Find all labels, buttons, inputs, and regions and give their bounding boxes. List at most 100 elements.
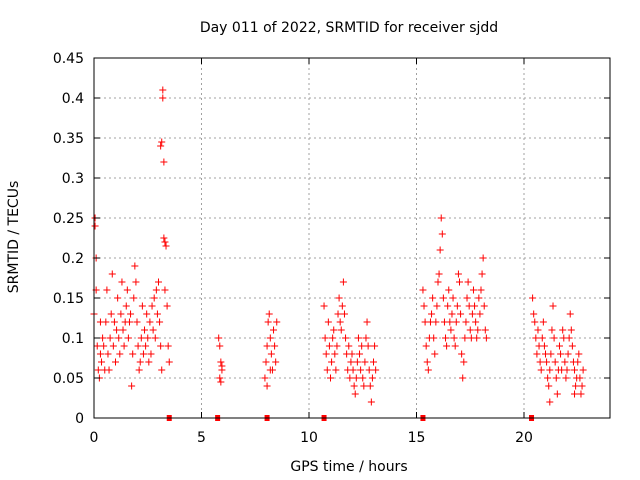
- data-point: [546, 366, 554, 374]
- data-point: [572, 382, 580, 390]
- data-point: [576, 374, 584, 382]
- data-point: [91, 222, 99, 230]
- data-point: [330, 326, 338, 334]
- x-axis-label: GPS time / hours: [290, 459, 407, 475]
- data-point: [130, 294, 138, 302]
- data-point: [162, 242, 170, 250]
- data-point: [370, 358, 377, 366]
- y-tick-label: 0.25: [53, 211, 84, 227]
- data-point: [125, 318, 133, 326]
- data-point: [449, 294, 457, 302]
- data-point: [135, 366, 143, 374]
- data-point: [264, 318, 272, 326]
- data-point: [322, 350, 330, 358]
- data-point: [353, 358, 361, 366]
- data-point: [459, 374, 467, 382]
- data-point: [423, 358, 431, 366]
- data-point: [161, 286, 169, 294]
- data-point: [552, 374, 560, 382]
- data-point: [477, 286, 485, 294]
- data-point: [548, 326, 556, 334]
- data-point: [566, 310, 574, 318]
- data-point: [471, 302, 479, 310]
- data-point: [321, 334, 329, 342]
- data-point: [114, 294, 122, 302]
- data-point: [110, 318, 118, 326]
- data-point: [549, 302, 557, 310]
- data-point: [93, 342, 101, 350]
- data-point: [138, 302, 146, 310]
- data-point: [429, 294, 437, 302]
- data-point: [356, 350, 364, 358]
- data-point: [324, 318, 332, 326]
- y-tick-label: 0.15: [53, 291, 84, 307]
- data-point: [112, 358, 119, 366]
- data-point: [575, 350, 583, 358]
- data-point: [366, 382, 374, 390]
- data-point: [270, 326, 278, 334]
- data-point: [216, 342, 224, 350]
- data-point: [348, 350, 356, 358]
- data-point: [532, 334, 540, 342]
- data-point: [129, 350, 137, 358]
- y-tick-label: 0.35: [53, 131, 84, 147]
- data-point: [119, 326, 127, 334]
- data-point: [160, 158, 168, 166]
- data-point: [428, 310, 436, 318]
- data-point: [360, 382, 368, 390]
- data-point: [456, 278, 463, 286]
- data-point: [482, 334, 490, 342]
- x-tick-label: 15: [408, 430, 426, 446]
- axis-ticks: [93, 57, 610, 419]
- data-point: [141, 326, 149, 334]
- data-point: [372, 366, 380, 374]
- data-point: [557, 350, 565, 358]
- data-point: [146, 318, 154, 326]
- data-point: [337, 326, 345, 334]
- data-point: [451, 342, 459, 350]
- data-point: [462, 318, 470, 326]
- data-point: [266, 366, 274, 374]
- data-point: [160, 234, 168, 242]
- data-point: [544, 374, 552, 382]
- data-point: [329, 334, 337, 342]
- data-point: [108, 270, 116, 278]
- data-point: [434, 278, 442, 286]
- data-point: [545, 382, 553, 390]
- data-point: [131, 262, 139, 270]
- data-point: [457, 310, 465, 318]
- data-point: [102, 318, 110, 326]
- data-point: [564, 350, 572, 358]
- y-tick-label: 0.45: [53, 51, 84, 67]
- data-point: [109, 342, 117, 350]
- data-point: [161, 238, 169, 246]
- data-point: [164, 342, 172, 350]
- data-point: [445, 286, 453, 294]
- data-point: [347, 358, 355, 366]
- data-point: [438, 230, 446, 238]
- data-point: [123, 286, 131, 294]
- data-point: [424, 366, 432, 374]
- data-point: [132, 278, 140, 286]
- data-point: [139, 350, 147, 358]
- data-point: [133, 318, 141, 326]
- data-point: [579, 366, 587, 374]
- data-point: [442, 334, 450, 342]
- data-point: [478, 270, 486, 278]
- data-point: [163, 302, 171, 310]
- y-tick-label: 0.4: [62, 91, 84, 107]
- data-point: [553, 390, 561, 398]
- y-tick-label: 0.1: [62, 331, 84, 347]
- data-point: [476, 310, 484, 318]
- data-point: [323, 366, 331, 374]
- data-point: [534, 326, 542, 334]
- data-point: [137, 334, 145, 342]
- data-point: [136, 358, 144, 366]
- data-point: [218, 362, 226, 370]
- data-point: [165, 358, 173, 366]
- data-point: [432, 318, 440, 326]
- data-point: [533, 350, 541, 358]
- data-point: [433, 302, 441, 310]
- data-point: [151, 334, 159, 342]
- data-point: [447, 326, 455, 334]
